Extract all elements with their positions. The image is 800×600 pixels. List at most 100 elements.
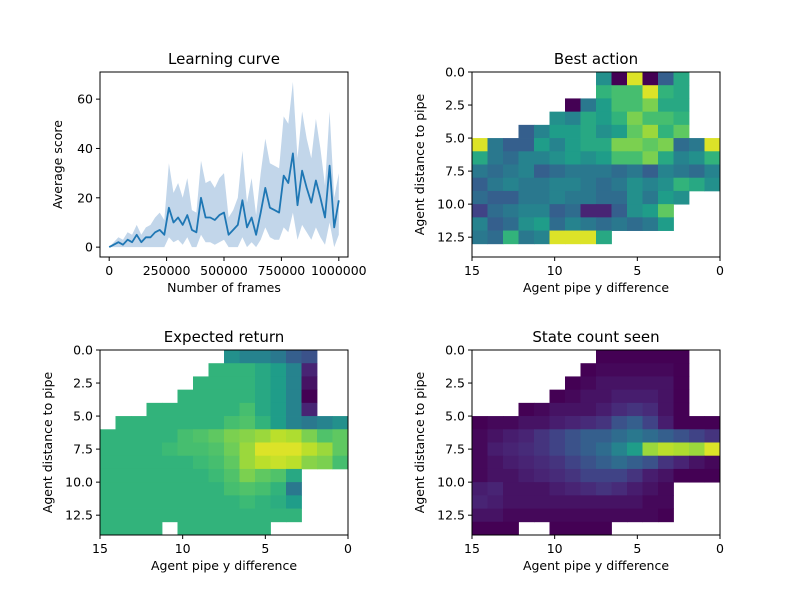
heatmap-cell xyxy=(596,350,612,364)
x-tick-label: 10 xyxy=(175,541,191,556)
heatmap-cell xyxy=(100,508,116,523)
heatmap-cell xyxy=(689,455,705,470)
heatmap-cell xyxy=(503,442,519,457)
heatmap-cell xyxy=(658,482,674,496)
heatmap-cell xyxy=(332,442,349,457)
heatmap-cell xyxy=(162,495,178,509)
heatmap-cell xyxy=(208,455,225,470)
heatmap-cell xyxy=(549,389,566,404)
heatmap-cell xyxy=(208,508,225,523)
heatmap-cell xyxy=(100,482,116,496)
heatmap-cell xyxy=(627,350,643,364)
heatmap-cell xyxy=(611,85,628,99)
y-tick-label: 40 xyxy=(77,141,93,156)
heatmap-cell xyxy=(239,429,256,443)
plot-frame xyxy=(471,349,721,536)
x-tick-label: 0 xyxy=(105,263,113,278)
heatmap-cell xyxy=(611,151,628,165)
x-tick-label: 10 xyxy=(547,263,563,278)
heatmap-cell xyxy=(332,455,349,470)
heatmap-cell xyxy=(642,177,659,192)
heatmap-cell xyxy=(162,508,178,523)
heatmap-cell xyxy=(611,350,628,364)
heatmap-cell xyxy=(534,402,550,417)
heatmap-cell xyxy=(534,230,550,245)
heatmap-cell xyxy=(177,508,194,523)
heatmap-cell xyxy=(580,138,597,152)
heatmap-cell xyxy=(658,72,674,86)
heatmap-cell xyxy=(565,124,581,139)
heatmap-cell xyxy=(611,177,628,192)
heatmap-cell xyxy=(627,164,643,179)
heatmap-cell xyxy=(193,495,209,509)
heatmap-cell xyxy=(472,177,488,192)
heatmap-cell xyxy=(673,85,690,99)
x-tick-label: 0 xyxy=(716,263,724,278)
y-tick-label: 5.0 xyxy=(445,131,465,146)
heatmap-cell xyxy=(146,442,163,457)
heatmap-cell xyxy=(596,416,612,430)
heatmap-cell xyxy=(565,217,581,231)
heatmap-cell xyxy=(317,416,333,430)
heatmap-cell xyxy=(689,442,705,457)
heatmap-cell xyxy=(162,429,178,443)
heatmap-cell xyxy=(131,482,147,496)
heatmap-cell xyxy=(115,468,132,483)
heatmap-cell xyxy=(565,495,581,509)
heatmap-cell xyxy=(518,204,535,218)
heatmap-cell xyxy=(193,482,209,496)
heatmap-cell xyxy=(286,402,302,417)
heatmap-cell xyxy=(549,204,566,218)
heatmap-cell xyxy=(208,363,225,377)
heatmap-cell xyxy=(658,177,674,192)
heatmap-cell xyxy=(580,508,597,523)
heatmap-cell xyxy=(704,429,721,443)
heatmap-cell xyxy=(534,455,550,470)
heatmap-cell xyxy=(255,402,271,417)
heatmap-cell xyxy=(565,482,581,496)
heatmap-cell xyxy=(611,72,628,86)
heatmap-cell xyxy=(658,190,674,205)
heatmap-cell xyxy=(534,442,550,457)
heatmap-cell xyxy=(301,363,318,377)
heatmap-cell xyxy=(580,190,597,205)
heatmap-cell xyxy=(503,204,519,218)
heatmap-cell xyxy=(286,429,302,443)
heatmap-cell xyxy=(611,363,628,377)
heatmap-cell xyxy=(255,376,271,391)
heatmap-cell xyxy=(658,468,674,483)
heatmap-cell xyxy=(673,429,690,443)
heatmap-cell xyxy=(642,495,659,509)
heatmap-cell xyxy=(658,455,674,470)
heatmap-cell xyxy=(224,429,240,443)
heatmap-cell xyxy=(704,138,721,152)
heatmap-cell xyxy=(580,376,597,391)
heatmap-cell xyxy=(100,442,116,457)
heatmap-cell xyxy=(224,455,240,470)
heatmap-cell xyxy=(100,455,116,470)
heatmap-cell xyxy=(472,230,488,245)
heatmap-cell xyxy=(270,508,287,523)
heatmap-cell xyxy=(472,495,488,509)
heatmap-cell xyxy=(549,416,566,430)
heatmap-cell xyxy=(642,204,659,218)
heatmap-cell xyxy=(162,468,178,483)
y-tick-label: 12.5 xyxy=(65,508,93,523)
heatmap-cell xyxy=(534,429,550,443)
heatmap-cell xyxy=(658,164,674,179)
heatmap-cell xyxy=(658,98,674,113)
heatmap-cell xyxy=(689,416,705,430)
heatmap-cell xyxy=(580,495,597,509)
y-tick-label: 20 xyxy=(77,190,93,205)
chart-title: Best action xyxy=(554,50,638,68)
heatmap-chart-3: 15 10 5 0 0.0 2.5 5.0 7.5 10.0 12.5 State count se… xyxy=(412,328,724,573)
heatmap-cell xyxy=(472,204,488,218)
heatmap-cell xyxy=(115,508,132,523)
heatmap-cell xyxy=(580,124,597,139)
heatmap-cell xyxy=(642,217,659,231)
x-tick-label: 5 xyxy=(261,541,269,556)
heatmap-cell xyxy=(658,442,674,457)
heatmap-cell xyxy=(611,468,628,483)
heatmap-cell xyxy=(239,495,256,509)
heatmap-cell xyxy=(472,164,488,179)
